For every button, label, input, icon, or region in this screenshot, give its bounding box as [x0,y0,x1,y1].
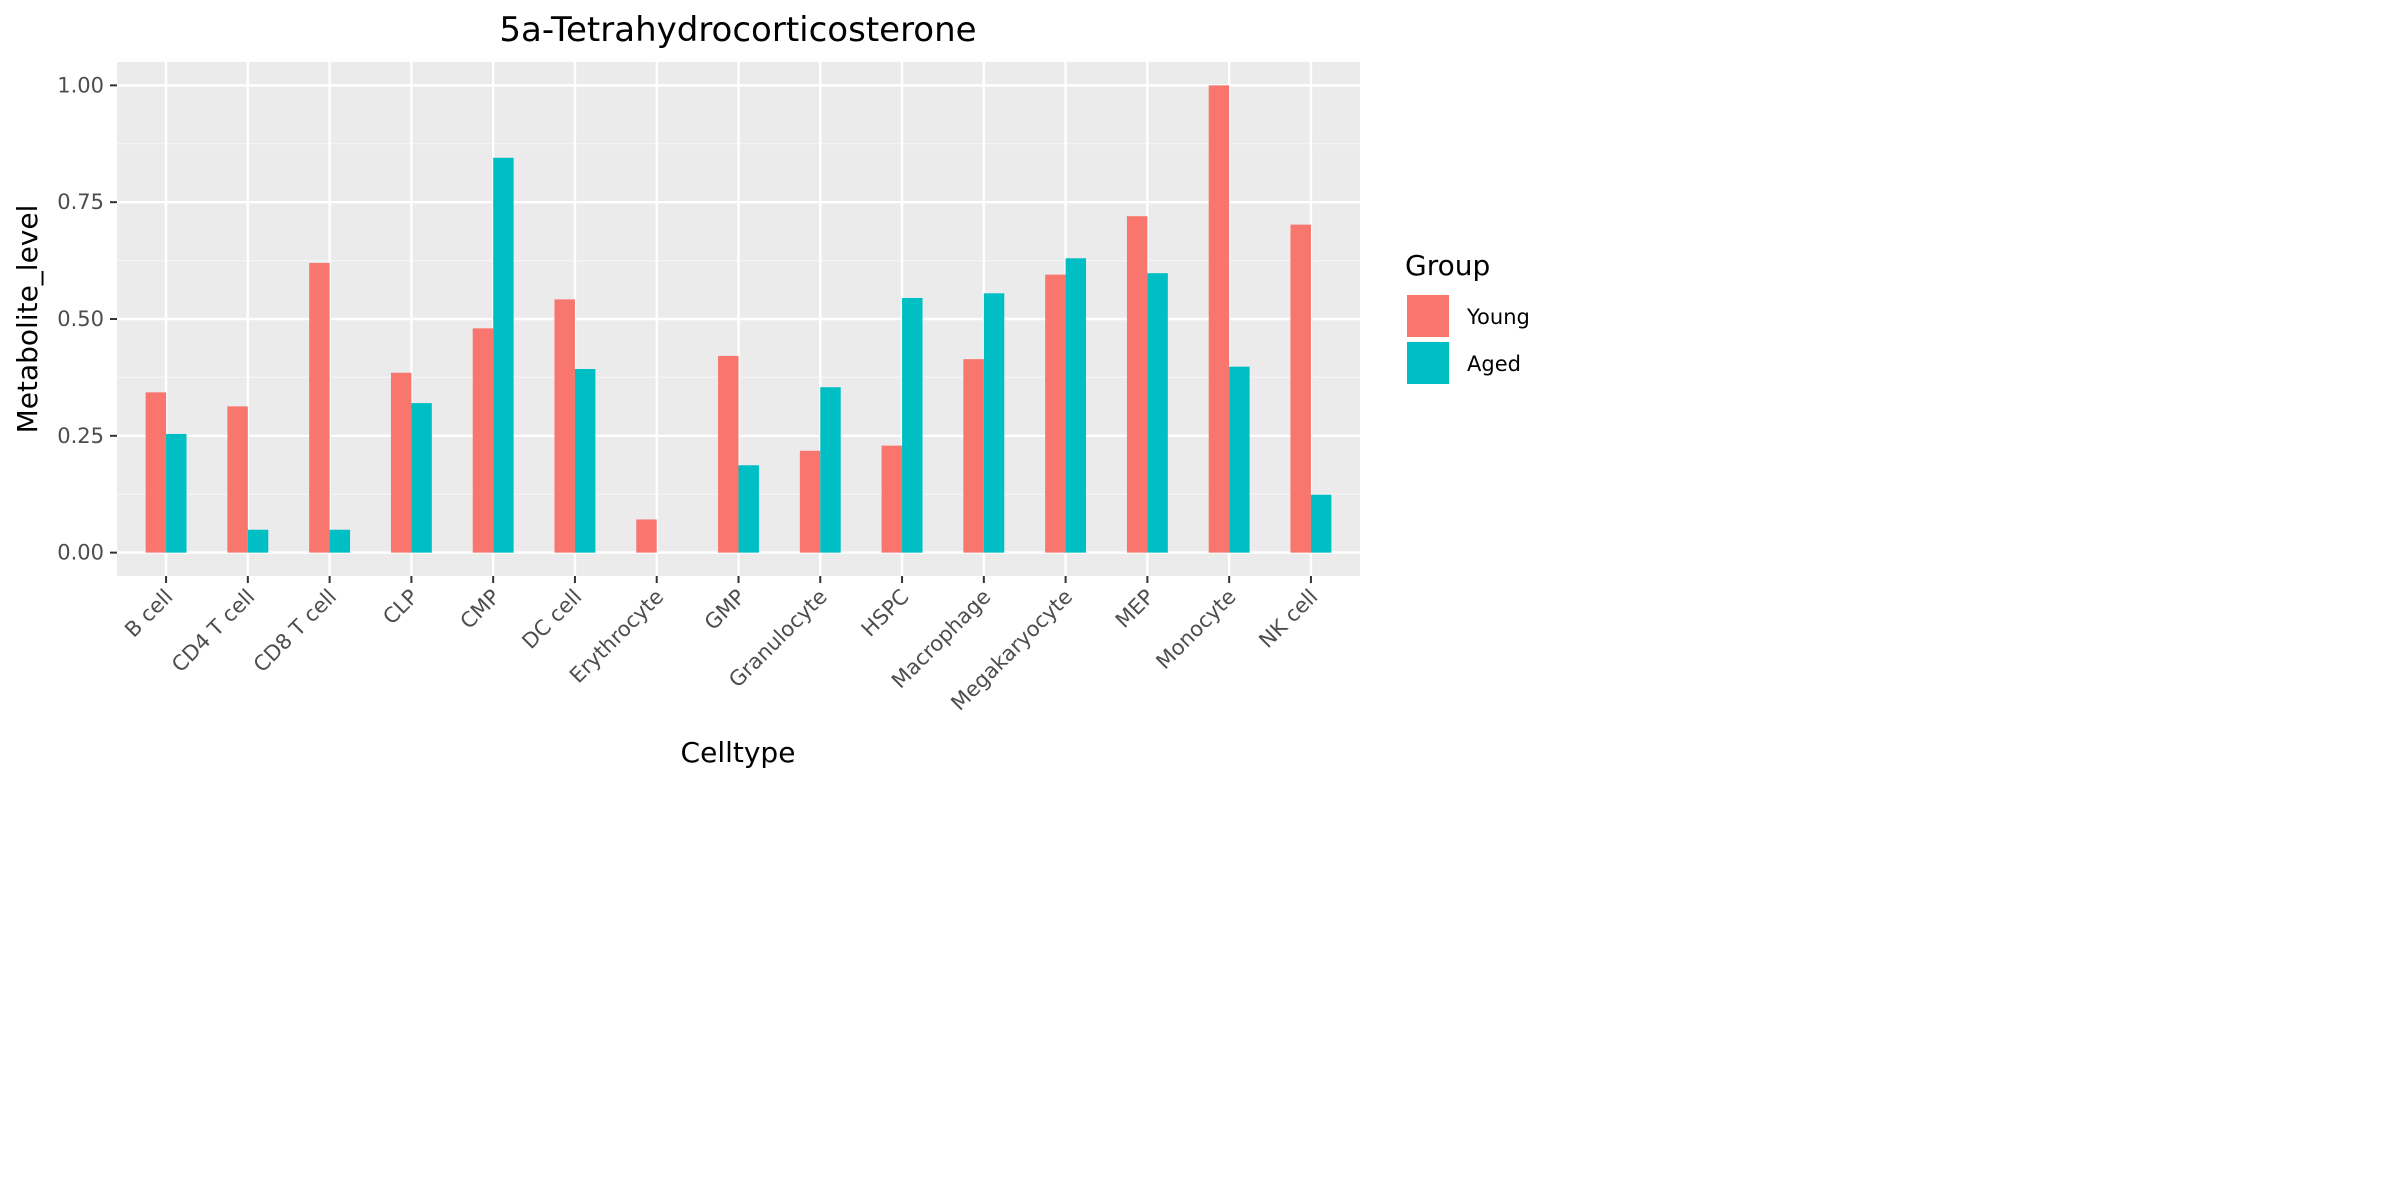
chart-title: 5a-Tetrahydrocorticosterone [499,10,976,50]
legend-label-aged: Aged [1467,352,1521,376]
x-tick-label: CLP [378,585,423,630]
bar-young-nk-cell [1290,224,1311,553]
x-tick-label: GMP [700,585,750,635]
y-tick-label: 0.50 [57,307,104,331]
x-tick-label: CMP [456,585,505,634]
bar-aged-granulocyte [820,387,841,553]
bar-aged-megakaryocyte [1065,258,1087,553]
bar-aged-monocyte [1229,366,1250,553]
bar-young-hspc [881,445,903,553]
bar-young-clp [390,372,412,553]
x-tick-label: HSPC [857,585,914,642]
x-tick-label: Monocyte [1151,585,1240,674]
x-axis-title: Celltype [681,736,796,769]
bar-aged-gmp [738,465,759,553]
bar-young-cd4-t-cell [227,406,248,553]
bars [145,85,1332,553]
bar-young-dc-cell [554,299,575,553]
bar-aged-mep [1147,273,1168,553]
legend: Group Young Aged [1405,249,1530,384]
y-axis-title: Metabolite_level [11,205,44,434]
bar-aged-b-cell [166,433,187,553]
legend-title: Group [1405,249,1490,282]
bar-young-b-cell [145,392,167,553]
bar-aged-nk-cell [1310,494,1332,553]
x-tick-label: CD4 T cell [167,585,259,677]
bar-young-granulocyte [799,450,821,553]
x-tick-label: NK cell [1254,585,1322,653]
bar-aged-cd4-t-cell [247,529,269,553]
legend-key-aged [1407,342,1449,384]
y-tick-label: 0.00 [57,541,104,565]
bar-aged-dc-cell [574,368,596,553]
bar-young-cd8-t-cell [309,262,330,553]
bar-young-megakaryocyte [1045,274,1066,553]
chart: 5a-Tetrahydrocorticosterone 0.00 0.25 0.50… [11,10,1530,769]
bar-aged-hspc [902,297,923,553]
bar-young-gmp [718,355,739,553]
x-tick-label: MEP [1111,585,1159,633]
x-tick-label: DC cell [517,585,586,654]
legend-key-young [1407,295,1449,337]
legend-label-young: Young [1466,305,1530,329]
bar-young-mep [1126,216,1148,553]
y-tick-label: 0.25 [57,424,104,448]
y-tick-label: 0.75 [57,190,104,214]
bar-young-monocyte [1208,85,1230,553]
bar-young-cmp [472,328,494,553]
bar-aged-cmp [493,157,514,553]
bar-aged-clp [411,403,432,553]
y-axis: 0.00 0.25 0.50 0.75 1.00 [57,73,117,565]
x-tick-label: B cell [120,585,177,642]
x-tick-label: CD8 T cell [249,585,341,677]
y-tick-label: 1.00 [57,73,104,97]
bar-young-macrophage [963,359,984,553]
bar-aged-cd8-t-cell [329,529,351,553]
bar-young-erythrocyte [636,519,657,553]
bar-aged-macrophage [983,293,1005,553]
